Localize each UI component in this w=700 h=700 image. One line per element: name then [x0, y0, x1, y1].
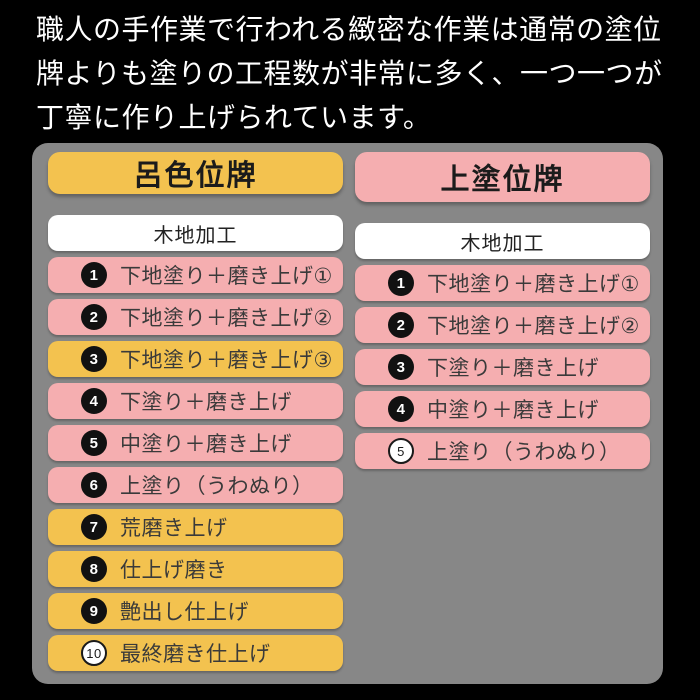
step-row-roiro-2: 2 下地塗り＋磨き上げ②: [48, 299, 343, 335]
step-label: 木地加工: [153, 224, 238, 247]
step-label: 下地塗り＋磨き上げ②: [120, 307, 333, 330]
step-row-roiro-6: 6 上塗り（うわぬり）: [48, 467, 343, 503]
step-label: 上塗り（うわぬり）: [427, 441, 621, 464]
step-label: 中塗り＋磨き上げ: [120, 433, 292, 456]
step-label: 下塗り＋磨き上げ: [427, 357, 599, 380]
step-row-roiro-3: 3 下地塗り＋磨き上げ③: [48, 341, 343, 377]
step-row-roiro-5: 5 中塗り＋磨き上げ: [48, 425, 343, 461]
process-comparison-panel: 呂色位牌 木地加工 1 下地塗り＋磨き上げ① 2 下地塗り＋磨き上げ② 3 下地…: [32, 143, 663, 684]
step-label: 下地塗り＋磨き上げ②: [427, 315, 640, 338]
step-label: 下塗り＋磨き上げ: [120, 391, 292, 414]
step-label: 下地塗り＋磨き上げ③: [120, 349, 333, 372]
step-number-badge: 6: [81, 472, 107, 498]
step-number-badge: 3: [388, 354, 414, 380]
step-label: 木地加工: [460, 232, 545, 255]
step-number-badge: 8: [81, 556, 107, 582]
step-number-badge-outline: 5: [388, 438, 414, 464]
intro-line-1: 職人の手作業で行われる緻密な作業は通常の塗位: [36, 14, 662, 45]
step-row-roiro-base: 木地加工: [48, 215, 343, 251]
column-header-roiro: 呂色位牌: [48, 152, 343, 194]
step-number-badge: 4: [81, 388, 107, 414]
step-row-uwanuri-2: 2 下地塗り＋磨き上げ②: [355, 307, 650, 343]
step-number-badge: 5: [81, 430, 107, 456]
step-label: 下地塗り＋磨き上げ①: [120, 265, 333, 288]
step-row-uwanuri-3: 3 下塗り＋磨き上げ: [355, 349, 650, 385]
step-label: 荒磨き上げ: [120, 517, 228, 540]
step-number-badge: 1: [81, 262, 107, 288]
step-number-badge: 7: [81, 514, 107, 540]
step-row-roiro-7: 7 荒磨き上げ: [48, 509, 343, 545]
step-number-badge-outline: 10: [81, 640, 107, 666]
step-label: 仕上げ磨き: [120, 559, 228, 582]
intro-paragraph: 職人の手作業で行われる緻密な作業は通常の塗位 牌よりも塗りの工程数が非常に多く、…: [36, 8, 676, 140]
step-row-uwanuri-5: 5 上塗り（うわぬり）: [355, 433, 650, 469]
step-number-badge: 2: [81, 304, 107, 330]
column-roiro-ihai: 呂色位牌 木地加工 1 下地塗り＋磨き上げ① 2 下地塗り＋磨き上げ② 3 下地…: [48, 152, 343, 676]
step-row-uwanuri-4: 4 中塗り＋磨き上げ: [355, 391, 650, 427]
step-row-uwanuri-1: 1 下地塗り＋磨き上げ①: [355, 265, 650, 301]
step-row-roiro-10: 10 最終磨き仕上げ: [48, 635, 343, 671]
step-number-badge: 2: [388, 312, 414, 338]
step-row-uwanuri-base: 木地加工: [355, 223, 650, 259]
step-number-badge: 9: [81, 598, 107, 624]
step-row-roiro-9: 9 艶出し仕上げ: [48, 593, 343, 629]
column-header-uwanuri: 上塗位牌: [355, 152, 650, 202]
step-row-roiro-1: 1 下地塗り＋磨き上げ①: [48, 257, 343, 293]
step-label: 上塗り（うわぬり）: [120, 475, 314, 498]
step-label: 下地塗り＋磨き上げ①: [427, 273, 640, 296]
intro-line-2: 牌よりも塗りの工程数が非常に多く、一つ一つが: [36, 58, 663, 89]
step-row-roiro-4: 4 下塗り＋磨き上げ: [48, 383, 343, 419]
step-number-badge: 4: [388, 396, 414, 422]
step-label: 中塗り＋磨き上げ: [427, 399, 599, 422]
step-number-badge: 3: [81, 346, 107, 372]
step-row-roiro-8: 8 仕上げ磨き: [48, 551, 343, 587]
step-number-badge: 1: [388, 270, 414, 296]
intro-line-3: 丁寧に作り上げられています。: [36, 102, 432, 133]
step-label: 最終磨き仕上げ: [120, 643, 271, 666]
column-uwanuri-ihai: 上塗位牌 木地加工 1 下地塗り＋磨き上げ① 2 下地塗り＋磨き上げ② 3 下塗…: [355, 152, 650, 676]
step-label: 艶出し仕上げ: [120, 601, 249, 624]
